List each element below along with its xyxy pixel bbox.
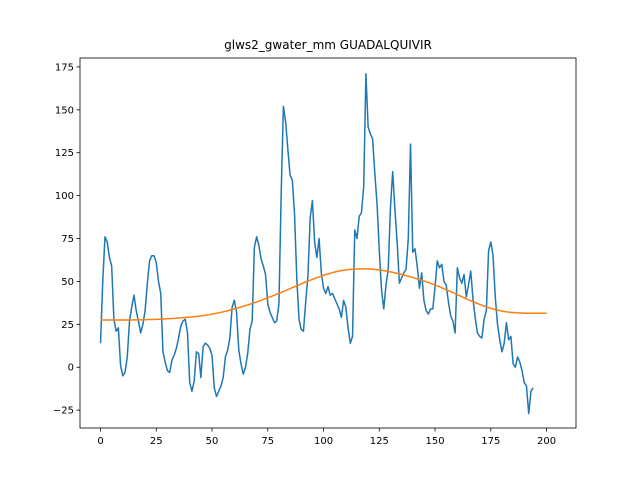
x-tick-label: 75	[261, 436, 274, 447]
y-tick-label: 25	[61, 320, 74, 331]
y-tick-label: −25	[53, 406, 74, 417]
series-line-2	[100, 268, 547, 321]
x-axis: 0 25 50 75 100 125 150 175 200	[97, 428, 556, 447]
x-tick-label: 200	[537, 436, 556, 447]
plot-lines	[99, 73, 547, 415]
y-tick-label: 50	[61, 277, 74, 288]
plot-frame	[79, 57, 577, 429]
y-tick-label: 100	[55, 191, 74, 202]
x-tick-label: 50	[206, 436, 219, 447]
x-tick-label: 0	[97, 436, 103, 447]
y-tick-label: 0	[68, 363, 74, 374]
x-tick-label: 125	[370, 436, 389, 447]
y-tick-label: 75	[61, 234, 74, 245]
chart-title: glws2_gwater_mm GUADALQUIVIR	[224, 38, 432, 52]
x-tick-label: 150	[426, 436, 445, 447]
y-tick-label: 125	[55, 148, 74, 159]
x-tick-label: 25	[150, 436, 163, 447]
x-tick-label: 175	[481, 436, 500, 447]
x-tick-label: 100	[314, 436, 333, 447]
y-tick-label: 175	[55, 62, 74, 73]
series-line-1	[99, 73, 534, 415]
y-tick-label: 150	[55, 105, 74, 116]
y-axis: −25 0 25 50 75 100 125 150 175	[53, 62, 80, 417]
